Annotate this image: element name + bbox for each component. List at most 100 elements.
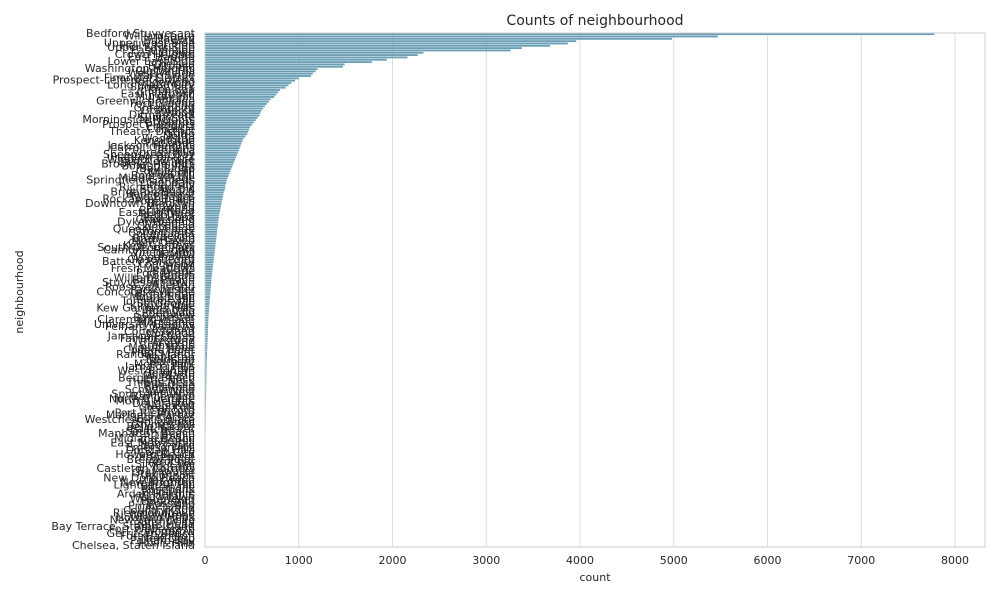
bar [205, 193, 224, 196]
y-tick-label: Glendale [146, 176, 195, 189]
bar [205, 391, 207, 394]
y-tick-label: Marble Hill [137, 292, 196, 305]
y-tick-label: Chelsea, Staten Island [72, 539, 195, 552]
y-tick-label: Laurelton [143, 230, 195, 243]
y-tick-label: Bayside [152, 264, 196, 277]
bar [205, 221, 219, 224]
y-tick-label: Stapleton [142, 350, 195, 363]
y-tick-label: Morris Heights [116, 395, 196, 408]
y-tick-label: Chinatown [137, 85, 195, 98]
bar [205, 126, 250, 129]
bar [205, 209, 220, 212]
bar [205, 375, 207, 377]
bar [205, 293, 211, 296]
bar [205, 37, 672, 40]
bar [205, 103, 267, 105]
y-tick-label: College Point [123, 343, 196, 356]
y-tick-label: Civic Center [128, 236, 195, 249]
y-tick-label: Bergen Beach [118, 371, 195, 384]
x-tick-label: 0 [202, 554, 209, 567]
bar [205, 270, 213, 273]
y-tick-label: Port Richmond [115, 406, 195, 419]
bar [205, 291, 211, 294]
bar [205, 247, 216, 250]
y-tick-label: Oakwood [144, 474, 195, 487]
bar [205, 116, 258, 119]
y-tick-label: Woodlawn [139, 490, 195, 503]
bar [205, 196, 223, 198]
y-tick-label: Woodside [142, 132, 195, 145]
y-tick-label: Wakefield [142, 218, 195, 231]
x-tick-label: 7000 [847, 554, 875, 567]
y-tick-label: Throgs Neck [126, 376, 196, 389]
y-tick-label: Arden Heights [117, 488, 195, 501]
y-tick-label: Howland Hook [116, 511, 196, 524]
x-tick-label: 5000 [660, 554, 688, 567]
y-tick-label: East New York [117, 155, 195, 168]
y-tick-label: Prospect Heights [102, 118, 195, 131]
x-tick-label: 4000 [566, 554, 594, 567]
bar [205, 93, 277, 96]
y-tick-label: Schuylerville [125, 383, 196, 396]
y-tick-label: Tribeca [155, 143, 195, 156]
y-tick-label: Gerritsen Beach [106, 527, 195, 540]
bar [205, 382, 207, 384]
y-tick-label: Prince's Bay [128, 499, 195, 512]
y-tick-label: East Elmhurst [119, 206, 196, 219]
bar [205, 316, 209, 319]
bar [205, 149, 239, 152]
bar [205, 244, 216, 247]
y-tick-label: Kew Gardens [123, 239, 195, 252]
y-tick-label: Greenwich Village [96, 95, 195, 108]
y-tick-label: Fort Wadsworth [109, 523, 195, 536]
y-tick-label: Fieldston [146, 353, 195, 366]
bar [205, 56, 408, 59]
y-tick-label: Tremont [149, 323, 196, 336]
bar [205, 368, 207, 371]
y-tick-label: Westchester Square [85, 413, 196, 426]
chart-title: Counts of neighbourhood [506, 13, 683, 29]
y-tick-label: Morris Park [134, 357, 196, 370]
bar [205, 170, 231, 173]
bar [205, 184, 226, 187]
bar [205, 191, 224, 194]
bar [205, 268, 213, 270]
y-tick-label: Middle Village [118, 171, 195, 184]
bar [205, 154, 237, 157]
bar [205, 189, 225, 191]
y-tick-label: East Morrisania [110, 437, 195, 450]
y-tick-label: Upper West Side [104, 36, 195, 49]
y-tick-label: Eltingville [141, 485, 195, 498]
y-tick-label: Longwood [139, 257, 195, 270]
y-tick-label: Huguenot [141, 495, 196, 508]
y-tick-label: Bushwick [143, 34, 195, 47]
bar [205, 158, 235, 161]
y-tick-label: Concord [150, 404, 195, 417]
x-tick-label: 8000 [941, 554, 969, 567]
bar [205, 51, 424, 54]
y-tick-label: Fordham [147, 269, 195, 282]
y-tick-label: New Dorp Beach [103, 471, 195, 484]
bar [205, 70, 316, 73]
bar [205, 342, 208, 345]
y-tick-label: Richmond Hill [119, 181, 195, 194]
bar [205, 121, 254, 124]
y-tick-label: Olinville [151, 430, 195, 443]
bar [205, 205, 221, 208]
y-tick-label: Bayswater [137, 464, 195, 477]
y-tick-label: Bensonhurst [126, 188, 196, 201]
y-tick-label: Port Morris [136, 267, 195, 280]
bar [205, 242, 216, 245]
y-tick-label: Van Nest [146, 385, 196, 398]
y-tick-label: New Brighton [120, 476, 195, 489]
y-tick-label: Nolita [163, 129, 195, 142]
y-tick-label: New Springville [110, 513, 196, 526]
y-tick-label: Fresh Meadows [111, 262, 195, 275]
y-tick-label: Mill Basin [143, 369, 195, 382]
y-tick-label: Kew Gardens Hills [96, 302, 195, 315]
bar [205, 305, 210, 308]
y-tick-label: Midwood [146, 199, 195, 212]
bar [205, 109, 262, 112]
bar [205, 151, 238, 154]
y-tick-label: Cambria Heights [103, 243, 195, 256]
